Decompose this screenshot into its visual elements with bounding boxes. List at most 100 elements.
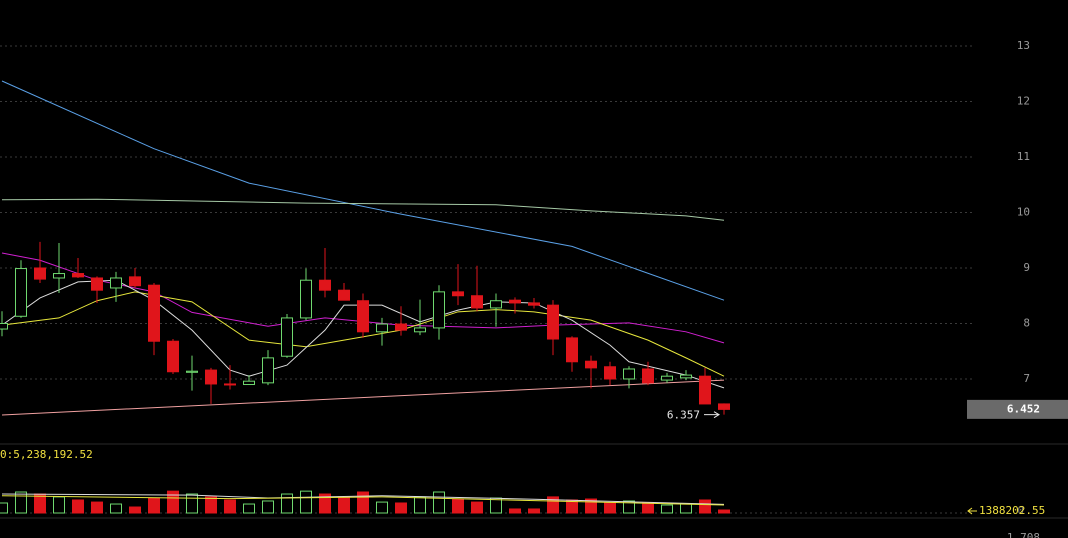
candle-body xyxy=(642,368,654,384)
volume-bar xyxy=(15,491,27,514)
candle-body xyxy=(604,366,616,380)
candle-body xyxy=(471,295,483,309)
candle-body xyxy=(319,279,331,291)
candle-body xyxy=(186,370,198,373)
candle-body xyxy=(34,267,46,280)
candle-body xyxy=(262,357,274,384)
candle-body xyxy=(129,276,141,287)
volume-bar xyxy=(604,502,616,514)
volume-bar xyxy=(585,498,597,514)
y-tick-label: 0 xyxy=(1017,504,1024,517)
volume-bar xyxy=(0,502,8,514)
y-tick-label: 11 xyxy=(1017,150,1030,163)
y-tick-label: 13 xyxy=(1017,39,1030,52)
moving-average-line xyxy=(1,279,725,389)
candle-body xyxy=(680,374,692,379)
y-tick-label: 7 xyxy=(1023,372,1030,385)
volume-average-line xyxy=(1,495,725,506)
volume-bar xyxy=(452,498,464,514)
candle-body xyxy=(623,368,635,380)
lower-tick-label: 1.708 xyxy=(1007,531,1040,538)
candle-body xyxy=(585,360,597,369)
candle-body xyxy=(376,323,388,333)
candle-body xyxy=(718,403,730,410)
volume-bar xyxy=(528,508,540,514)
candle-body xyxy=(110,277,122,289)
volume-bar xyxy=(642,502,654,514)
volume-average-line xyxy=(1,493,725,505)
volume-bar xyxy=(357,491,369,514)
volume-bar xyxy=(471,501,483,514)
candle-body xyxy=(224,383,236,386)
volume-bar xyxy=(490,497,502,514)
candle-body xyxy=(414,327,426,333)
volume-bar xyxy=(319,493,331,514)
candle-body xyxy=(205,369,217,385)
candle-body xyxy=(91,277,103,291)
volume-bar xyxy=(414,496,426,514)
candle-body xyxy=(528,302,540,306)
candle-body xyxy=(547,304,559,340)
volume-bar xyxy=(699,499,711,514)
price-tag-label: 6.452 xyxy=(1007,402,1040,415)
volume-bar xyxy=(34,493,46,514)
volume-bar xyxy=(395,502,407,514)
candle-body xyxy=(72,273,84,278)
volume-bar xyxy=(433,491,445,514)
volume-bar xyxy=(167,490,179,514)
volume-bar xyxy=(72,499,84,514)
volume-bar xyxy=(680,503,692,514)
volume-bar xyxy=(623,500,635,514)
volume-bar xyxy=(110,503,122,514)
candle-body xyxy=(300,279,312,319)
volume-average-label: 1388202.55 xyxy=(979,504,1045,517)
volume-bar xyxy=(509,508,521,514)
moving-average-line xyxy=(1,379,725,416)
volume-bar xyxy=(300,490,312,514)
volume-bar xyxy=(129,506,141,514)
volume-bar xyxy=(53,496,65,514)
low-marker-label: 6.357 xyxy=(667,409,700,422)
price-tag xyxy=(967,399,1068,419)
candle-body xyxy=(167,340,179,373)
volume-bar xyxy=(224,499,236,514)
y-tick-label: 12 xyxy=(1017,95,1030,108)
candle-body xyxy=(661,375,673,381)
volume-bar xyxy=(148,497,160,514)
candle-body xyxy=(281,317,293,357)
moving-average-line xyxy=(1,198,725,221)
volume-bar xyxy=(338,496,350,514)
candle-body xyxy=(395,323,407,331)
volume-bar xyxy=(91,501,103,514)
volume-bar xyxy=(205,496,217,514)
candle-body xyxy=(566,337,578,363)
volume-bar xyxy=(376,501,388,514)
candle-body xyxy=(509,299,521,304)
candle-body xyxy=(357,300,369,333)
volume-bar xyxy=(661,504,673,514)
candle-body xyxy=(490,300,502,309)
volume-arrow xyxy=(967,507,977,515)
moving-average-line xyxy=(1,80,725,301)
volume-bar xyxy=(243,503,255,514)
candle-body xyxy=(243,380,255,386)
low-marker-arrow-head xyxy=(713,411,720,419)
volume-label: 0:5,238,192.52 xyxy=(0,448,93,461)
candle-body xyxy=(53,273,65,279)
candle-body xyxy=(699,375,711,405)
y-tick-label: 10 xyxy=(1017,206,1030,219)
y-tick-label: 9 xyxy=(1023,261,1030,274)
candle-body xyxy=(338,289,350,301)
candle-body xyxy=(148,284,160,342)
y-tick-label: 8 xyxy=(1023,316,1030,329)
volume-bar xyxy=(262,500,274,514)
volume-bar xyxy=(281,493,293,514)
volume-bar xyxy=(547,496,559,514)
volume-bar xyxy=(718,509,730,514)
volume-bar xyxy=(186,493,198,514)
candle-body xyxy=(452,291,464,297)
candle-body xyxy=(15,268,27,317)
